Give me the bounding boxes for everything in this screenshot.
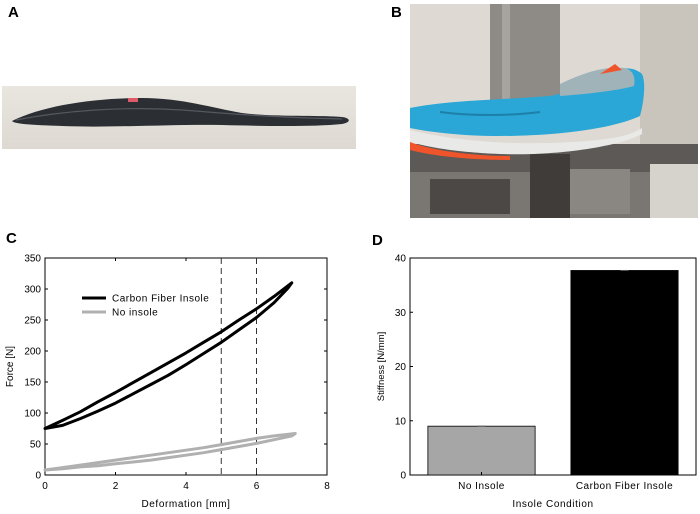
y-axis-label-d: Stiffness [N/mm]	[376, 332, 387, 402]
x-axis-label-d: Insole Condition	[512, 499, 593, 510]
x-tick-label-c: 0	[42, 481, 48, 492]
x-tick-label-c: 6	[254, 481, 260, 492]
bar-no-insole	[427, 425, 536, 476]
force-deformation-chart: 0 2 4 6 8 0 50 100 150 200 250 300 350 Carbon Fiber I…	[5, 254, 330, 511]
x-tick-label-d: Carbon Fiber Insole	[576, 481, 673, 492]
x-tick-label-d: No Insole	[458, 481, 505, 492]
bar-carbon-fiber	[570, 270, 679, 476]
y-tick-label-d: 10	[395, 416, 407, 427]
panel-label-b: B	[391, 4, 402, 21]
carbon-fiber-loop	[43, 281, 294, 430]
shoe-test-photo	[410, 4, 698, 218]
y-tick-label-d: 0	[400, 471, 406, 482]
insole-illustration	[12, 98, 349, 127]
x-tick-label-c: 4	[183, 481, 189, 492]
x-tick-label-c: 8	[324, 481, 330, 492]
y-tick-label-d: 40	[395, 254, 407, 265]
y-tick-label-c: 0	[35, 471, 41, 482]
y-tick-label-c: 100	[24, 409, 41, 420]
y-tick-label-c: 50	[30, 440, 42, 451]
x-axis-label-c: Deformation [mm]	[141, 499, 230, 510]
shoe-test-illustration	[410, 4, 698, 218]
y-axis-label-c: Force [N]	[5, 346, 16, 387]
panel-label-c: C	[6, 230, 17, 247]
y-tick-label-c: 150	[24, 378, 41, 389]
panel-label-a: A	[8, 4, 19, 21]
panel-label-d: D	[372, 232, 383, 249]
stiffness-bar-chart: 0 10 20 30 40 No Insole Carbon Fiber Insole Ins…	[376, 254, 697, 510]
no-insole-loop	[43, 432, 297, 472]
y-tick-label-d: 30	[395, 308, 407, 319]
y-tick-label-d: 20	[395, 362, 407, 373]
legend-label-c: No insole	[112, 308, 158, 319]
y-tick-label-c: 300	[24, 285, 41, 296]
y-tick-label-c: 200	[24, 347, 41, 358]
y-tick-label-c: 350	[24, 254, 41, 265]
legend-label-c: Carbon Fiber Insole	[112, 294, 209, 305]
x-tick-label-c: 2	[113, 481, 119, 492]
y-tick-label-c: 250	[24, 316, 41, 327]
insole-photo	[2, 86, 356, 149]
